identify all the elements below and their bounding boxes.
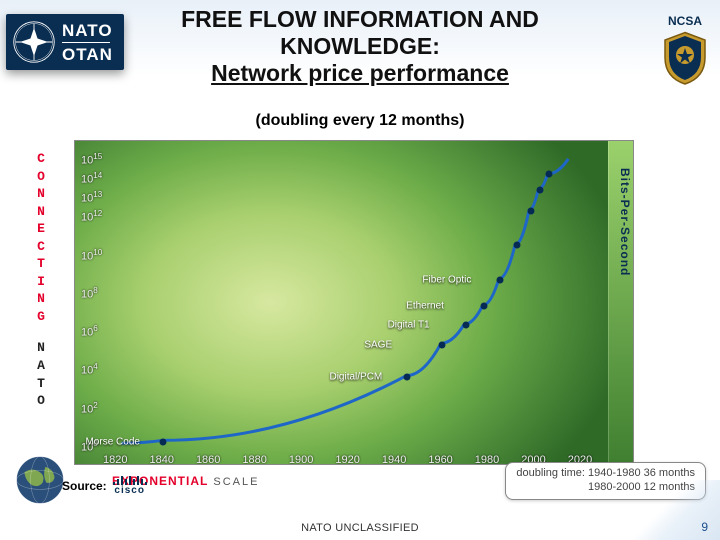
source-label: Source: xyxy=(62,479,107,493)
y-tick-label: 1015 xyxy=(81,152,102,167)
side-letter: I xyxy=(28,273,54,291)
x-tick-label: 1960 xyxy=(428,454,452,465)
shield-icon xyxy=(660,30,710,85)
data-point-label: Fiber Optic xyxy=(422,274,471,285)
expscale-rest: SCALE xyxy=(213,476,259,488)
data-curve xyxy=(121,159,568,443)
nato-top: NATO xyxy=(62,22,113,39)
side-letter: N xyxy=(28,290,54,308)
plot-area: Bits-Per-Second 100102104106108101010121… xyxy=(74,140,634,465)
data-point xyxy=(513,242,520,249)
x-tick-label: 1900 xyxy=(289,454,313,465)
x-tick-label: 1920 xyxy=(335,454,359,465)
x-tick-label: 1940 xyxy=(382,454,406,465)
nato-star-icon xyxy=(12,20,56,64)
cisco-logo: cisco xyxy=(113,475,147,496)
x-tick-label: 1820 xyxy=(103,454,127,465)
x-tick-label: 1880 xyxy=(242,454,266,465)
y-tick-label: 106 xyxy=(81,324,98,339)
subtitle: (doubling every 12 months) xyxy=(0,112,720,130)
side-label: CONNECTINGNATO xyxy=(28,150,54,410)
y-tick-label: 104 xyxy=(81,362,98,377)
classification: NATO UNCLASSIFIED xyxy=(301,522,419,534)
y-tick-label: 108 xyxy=(81,286,98,301)
header: NATO OTAN NCSA FREE FLOW INFORMATION AND… xyxy=(0,0,720,110)
data-point xyxy=(481,303,488,310)
side-letter: N xyxy=(28,185,54,203)
side-letter: C xyxy=(28,238,54,256)
nato-bottom: OTAN xyxy=(62,46,113,63)
data-point xyxy=(439,341,446,348)
source: Source: cisco xyxy=(62,475,147,496)
curve-svg xyxy=(75,141,633,464)
side-letter: N xyxy=(28,339,54,357)
side-letter: C xyxy=(28,150,54,168)
data-point xyxy=(527,207,534,214)
data-point-label: Ethernet xyxy=(406,301,444,312)
side-letter: G xyxy=(28,308,54,326)
side-letter: T xyxy=(28,375,54,393)
page-number: 9 xyxy=(701,520,708,534)
doubling-line1: doubling time: 1940-1980 36 months xyxy=(516,467,695,481)
side-letter: E xyxy=(28,220,54,238)
side-letter: N xyxy=(28,203,54,221)
data-point xyxy=(536,186,543,193)
data-point-label: Digital T1 xyxy=(388,320,430,331)
y-tick-label: 1012 xyxy=(81,209,102,224)
ncsa-badge: NCSA xyxy=(660,14,710,85)
ncsa-label: NCSA xyxy=(668,14,702,28)
data-point xyxy=(160,439,167,446)
cisco-word: cisco xyxy=(114,485,145,496)
data-point xyxy=(497,276,504,283)
data-point-label: Morse Code xyxy=(85,437,139,448)
data-point xyxy=(546,171,553,178)
side-letter: T xyxy=(28,255,54,273)
chart-container: CONNECTINGNATO FASTEST POSSIBLE DATA TRA… xyxy=(28,140,698,495)
y-tick-label: 1013 xyxy=(81,190,102,205)
side-letter: A xyxy=(28,357,54,375)
x-tick-label: 1860 xyxy=(196,454,220,465)
side-letter: O xyxy=(28,168,54,186)
data-point-label: SAGE xyxy=(364,339,392,350)
y-tick-label: 102 xyxy=(81,401,98,416)
side-letter: O xyxy=(28,392,54,410)
data-point-label: Digital/PCM xyxy=(329,372,382,383)
data-point xyxy=(404,374,411,381)
y-tick-label: 1010 xyxy=(81,248,102,263)
x-tick-label: 1840 xyxy=(149,454,173,465)
globe-icon xyxy=(14,454,66,506)
nato-badge: NATO OTAN xyxy=(6,14,124,70)
y-tick-label: 1014 xyxy=(81,171,102,186)
data-point xyxy=(462,322,469,329)
x-tick-label: 1980 xyxy=(475,454,499,465)
